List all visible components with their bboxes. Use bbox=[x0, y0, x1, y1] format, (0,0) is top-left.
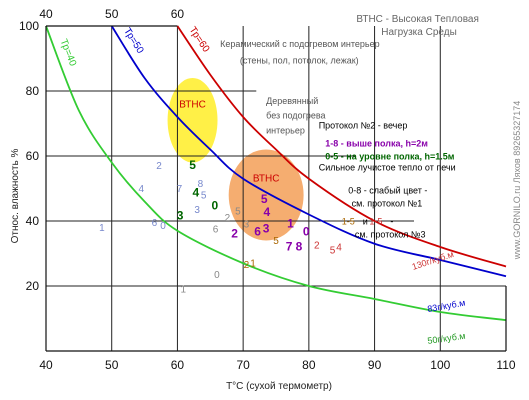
measurement-marker-26: 0 bbox=[303, 225, 310, 239]
y-tick-100: 100 bbox=[19, 19, 39, 33]
measurement-marker-27: 7 bbox=[286, 239, 293, 253]
measurement-marker-32: 2 bbox=[314, 241, 320, 252]
measurement-marker-11: 4 bbox=[192, 186, 199, 200]
annotation-1: Керамический с подогревом интерьер bbox=[220, 39, 380, 49]
measurement-marker-7: 8 bbox=[198, 179, 204, 190]
annotation-11: см. протокол №1 bbox=[352, 198, 423, 208]
series-line-3 bbox=[176, 25, 507, 268]
annotation-10: 0-8 - слабый цвет - bbox=[348, 185, 427, 195]
measurement-marker-1: 1 bbox=[99, 223, 105, 234]
measurement-marker-22: 2 bbox=[231, 226, 238, 240]
series-line-1 bbox=[45, 25, 507, 322]
measurement-marker-34: 4 bbox=[336, 242, 342, 253]
y-tick-80: 80 bbox=[26, 84, 40, 98]
y-tick-20: 20 bbox=[26, 279, 40, 293]
measurement-marker-6: 7 bbox=[177, 184, 183, 195]
measurement-marker-21: 4 bbox=[263, 205, 270, 219]
measurement-marker-2: 4 bbox=[139, 184, 145, 195]
top-tick-60: 60 bbox=[171, 7, 185, 21]
x-tick-80: 80 bbox=[302, 358, 316, 372]
measurement-marker-9: 3 bbox=[194, 205, 200, 216]
annotation-9: Сильное лучистое тепло от печи bbox=[319, 163, 456, 173]
x-tick-70: 70 bbox=[236, 358, 250, 372]
measurement-marker-28: 8 bbox=[296, 239, 303, 253]
watermark: www.GORNILO.ru Ляхов 89265327174 bbox=[512, 101, 522, 261]
annotation-13: и bbox=[363, 216, 368, 226]
annotation-8: 0-5 - на уровне полка, h=1.5м bbox=[325, 151, 455, 161]
measurement-marker-19: 1 bbox=[181, 285, 187, 296]
x-axis-title: T°C (сухой термометр) bbox=[226, 381, 332, 392]
x-tick-40: 40 bbox=[39, 358, 53, 372]
measurement-marker-30: 2 bbox=[244, 260, 250, 271]
measurement-marker-3: 2 bbox=[156, 161, 162, 172]
measurement-marker-20: 5 bbox=[261, 192, 268, 206]
annotation-7: 1-8 - выше полка, h=2м bbox=[325, 138, 428, 148]
measurement-marker-8: 5 bbox=[201, 190, 207, 201]
measurement-marker-25: 1 bbox=[287, 217, 294, 231]
measurement-marker-15: 2 bbox=[225, 213, 231, 224]
measurement-marker-18: 0 bbox=[214, 270, 220, 281]
zones-layer: ВТНС ВТНС bbox=[167, 78, 304, 241]
measurement-marker-12: 3 bbox=[177, 208, 184, 222]
measurement-marker-24: 3 bbox=[263, 221, 270, 235]
x-tick-100: 100 bbox=[430, 358, 450, 372]
annotation-4: без подогрева bbox=[266, 111, 325, 121]
chart-title: ВТНС - Высокая Тепловая Нагрузка Среды bbox=[356, 14, 481, 38]
y-axis-title: Относ. влажность % bbox=[10, 149, 21, 244]
series-line-2 bbox=[110, 25, 507, 278]
measurement-marker-29: 5 bbox=[273, 236, 279, 247]
measurement-marker-4: 6 bbox=[152, 218, 158, 229]
y-tick-60: 60 bbox=[26, 149, 40, 163]
vtns-zone-label-1: ВТНС bbox=[179, 100, 206, 111]
x-tick-60: 60 bbox=[171, 358, 185, 372]
vtns-zone-label-2: ВТНС bbox=[253, 173, 280, 184]
measurement-marker-5: 0 bbox=[160, 221, 166, 232]
annotation-14: 1-5 bbox=[369, 216, 382, 226]
y-tick-40: 40 bbox=[26, 214, 40, 228]
annotation-6: Протокол №2 - вечер bbox=[319, 120, 408, 130]
vtns-zone-2 bbox=[228, 149, 304, 241]
annotation-3: Деревянный bbox=[266, 96, 318, 106]
vtns-zone-1 bbox=[167, 78, 218, 163]
notes-layer: Керамический с подогревом интерьер (стены… bbox=[220, 39, 456, 239]
measurement-marker-33: 5 bbox=[330, 246, 336, 257]
x-tick-90: 90 bbox=[368, 358, 382, 372]
top-tick-40: 40 bbox=[39, 7, 53, 21]
x-tick-50: 50 bbox=[105, 358, 119, 372]
measurement-marker-17: 3 bbox=[244, 220, 250, 231]
top-tick-50: 50 bbox=[105, 7, 119, 21]
annotation-15: - bbox=[390, 216, 393, 226]
annotation-16: см. протокол №3 bbox=[355, 229, 426, 239]
annotation-2: (стены, пол, потолок, лежак) bbox=[240, 55, 359, 65]
measurement-marker-31: 1 bbox=[250, 259, 256, 270]
measurement-marker-14: 5 bbox=[235, 207, 241, 218]
measurement-marker-23: 6 bbox=[254, 225, 261, 239]
measurement-marker-10: 5 bbox=[189, 158, 196, 172]
measurement-marker-13: 0 bbox=[212, 199, 219, 213]
x-tick-110: 110 bbox=[496, 358, 515, 372]
annotation-5: интерьер bbox=[266, 125, 305, 135]
annotation-12: 1-5 bbox=[342, 216, 355, 226]
measurement-marker-16: 6 bbox=[213, 224, 219, 235]
